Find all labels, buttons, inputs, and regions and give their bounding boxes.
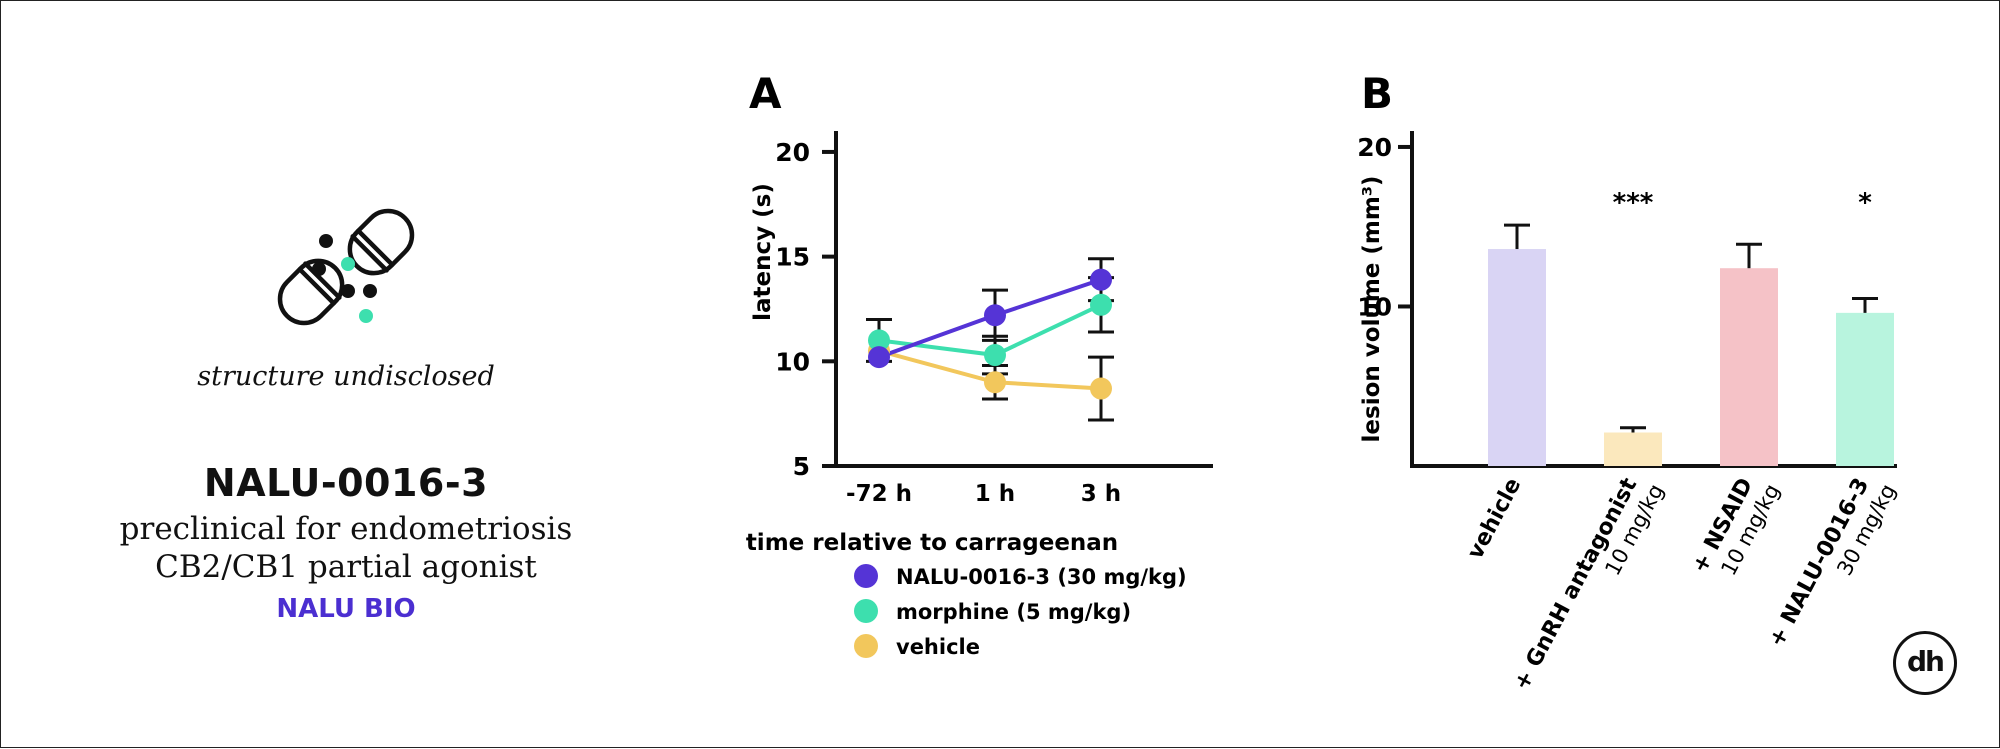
brand-logo: dh bbox=[1893, 631, 1957, 695]
chart-b-bar bbox=[1836, 312, 1894, 466]
chart-b-bar bbox=[1720, 268, 1778, 466]
chart-b-axes: 10 20 bbox=[1357, 131, 1897, 468]
chart-a-legend-marker bbox=[854, 634, 878, 658]
chart-b-significance-label: * bbox=[1858, 188, 1872, 218]
icon-dot bbox=[341, 257, 355, 271]
chart-a-legend-marker bbox=[854, 599, 878, 623]
chart-b-bar bbox=[1604, 432, 1662, 466]
chart-a-data-point bbox=[868, 346, 890, 369]
chart-a-y-tick-label: 20 bbox=[775, 138, 810, 167]
chart-a-x-tick-label: -72 h bbox=[846, 481, 912, 507]
chart-a-x-tick-label: 3 h bbox=[1081, 481, 1121, 507]
icon-dot bbox=[359, 309, 373, 323]
chart-a-data-point bbox=[984, 304, 1006, 327]
chart-a-data bbox=[866, 257, 1114, 422]
chart-a-y-tick-label: 10 bbox=[775, 347, 810, 376]
icon-dot bbox=[341, 284, 355, 298]
compound-panel: structure undisclosed NALU-0016-3 precli… bbox=[81, 191, 611, 651]
chart-a-data-point bbox=[984, 344, 1006, 367]
chart-a-legend: NALU-0016-3 (30 mg/kg) morphine (5 mg/kg)… bbox=[854, 564, 1187, 659]
chart-a-xlabel: time relative to carrageenan bbox=[746, 530, 1118, 556]
structure-caption: structure undisclosed bbox=[197, 361, 495, 392]
chart-a-data-point bbox=[1090, 377, 1112, 400]
chart-a-y-tick-label: 5 bbox=[793, 452, 810, 481]
chart-a-data-point bbox=[984, 371, 1006, 394]
chart-a-legend-label: vehicle bbox=[896, 635, 980, 659]
icon-dot bbox=[363, 284, 377, 298]
brand-logo-text: dh bbox=[1907, 645, 1945, 678]
chart-a-data-point bbox=[868, 329, 890, 352]
chart-b-y-tick-label: 10 bbox=[1357, 292, 1392, 321]
chart-b-bar bbox=[1488, 249, 1546, 466]
chart-a-data-point bbox=[1090, 268, 1112, 291]
chart-a-legend-label: morphine (5 mg/kg) bbox=[896, 600, 1131, 624]
compound-name: NALU-0016-3 bbox=[203, 461, 489, 505]
chart-a-data-point bbox=[1090, 293, 1112, 316]
chart-a-y-tick-label: 15 bbox=[775, 243, 810, 272]
chart-b-ylabel: lesion volume (mm³) bbox=[1359, 176, 1385, 443]
company-name: NALU BIO bbox=[276, 594, 416, 624]
icon-dot bbox=[319, 234, 333, 248]
chart-b-category-label: vehicle bbox=[1463, 474, 1526, 563]
chart-a-legend-label: NALU-0016-3 (30 mg/kg) bbox=[896, 565, 1187, 589]
chart-b-significance-label: *** bbox=[1613, 188, 1654, 218]
chart-b-category-label: + GnRH antagonist bbox=[1509, 474, 1642, 695]
panel-label-a: A bbox=[749, 69, 782, 118]
chart-a-axes: 5 10 15 20 -72 h 1 h 3 h bbox=[775, 131, 1213, 507]
capsule-icon bbox=[277, 208, 415, 326]
mechanism: CB2/CB1 partial agonist bbox=[155, 549, 537, 585]
chart-a-ylabel: latency (s) bbox=[750, 183, 776, 321]
chart-b-y-tick-label: 20 bbox=[1357, 133, 1392, 162]
chart-a-legend-marker bbox=[854, 564, 878, 588]
latency-line-chart: A 5 10 15 20 -72 h 1 h 3 h time relative to ca… bbox=[746, 69, 1213, 659]
icon-dot bbox=[312, 262, 326, 276]
panel-label-b: B bbox=[1361, 69, 1393, 118]
development-status: preclinical for endometriosis bbox=[119, 511, 573, 547]
chart-a-x-tick-label: 1 h bbox=[975, 481, 1015, 507]
